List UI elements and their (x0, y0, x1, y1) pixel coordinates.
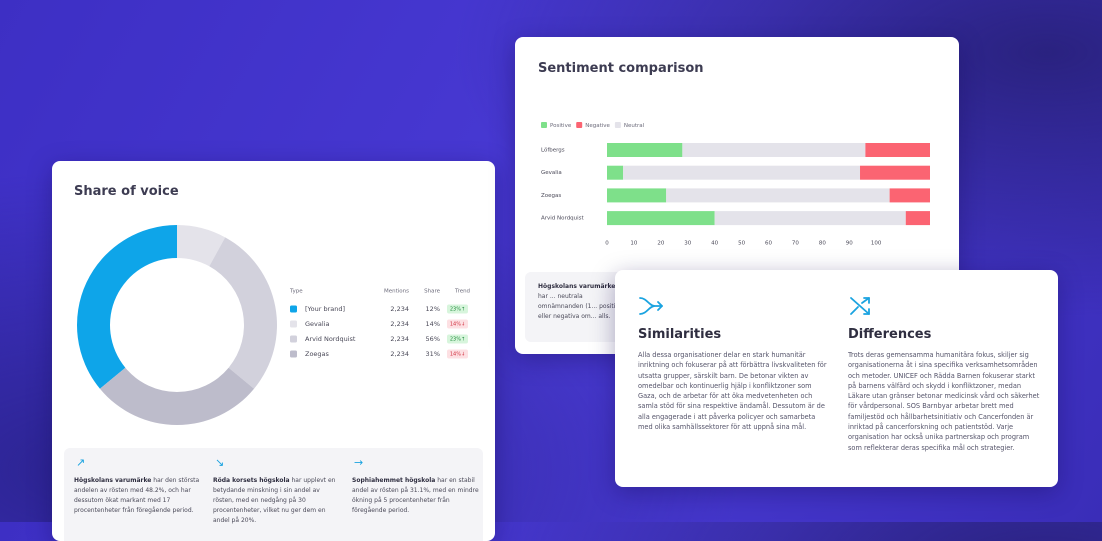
category-label: Gevalia (541, 170, 562, 176)
trend-label: 23%↑ (450, 337, 465, 343)
table-type: [Your brand] (305, 305, 345, 313)
table-header: Trend (454, 289, 470, 295)
bar-segment (607, 188, 667, 203)
bar-segment (889, 188, 930, 203)
insight-lead: Röda korsets högskola (213, 477, 290, 484)
legend-swatch (541, 122, 547, 128)
trend-label: 14%↓ (450, 322, 465, 328)
share-card: Type Mentions Share Trend [Your brand] 2,234 1… (52, 161, 495, 541)
bar-segment (865, 143, 930, 157)
insight: Sophiahemmet högskola har en stabil ande… (352, 476, 480, 516)
arrow-icon: ↘ (215, 456, 225, 469)
bar-segment (666, 188, 890, 203)
table-header: Share (424, 289, 440, 295)
legend-swatch (290, 335, 297, 343)
category-label: Löfbergs (541, 148, 565, 154)
x-tick-label: 40 (711, 241, 718, 247)
legend-label: Positive (550, 123, 572, 129)
share-chart: Type Mentions Share Trend [Your brand] 2,234 1… (77, 225, 470, 425)
bar-segment (860, 165, 930, 180)
category-label: Zoegas (541, 193, 561, 199)
sentiment-chart: Positive Negative Neutral Löfbergs Gevalia Zo… (541, 122, 930, 247)
x-tick-label: 100 (871, 241, 882, 247)
x-tick-label: 20 (657, 241, 664, 247)
table-cell: 12% (426, 305, 440, 313)
legend-swatch (290, 305, 297, 313)
x-tick-label: 70 (792, 241, 799, 247)
bar-segment (607, 211, 715, 226)
bar-segment (905, 211, 930, 226)
section-text: Alla dessa organisationer delar en stark… (638, 351, 827, 432)
trend-badge (447, 319, 468, 329)
x-tick-label: 90 (846, 241, 853, 247)
section-title: Differences (848, 327, 932, 342)
bar-segment (682, 143, 866, 157)
legend-swatch (576, 122, 583, 128)
legend-label: Negative (585, 123, 610, 129)
note-text: har ... neutrala omnämnanden (1... posit… (538, 293, 623, 320)
table-header: Type (289, 289, 303, 295)
card-title: Share of voice (74, 184, 179, 199)
arrow-icon: ↗ (76, 456, 86, 469)
donut-segment (77, 225, 177, 389)
table-type: Gevalia (305, 320, 329, 328)
trend-label: 14%↓ (450, 352, 465, 358)
table-cell: 2,234 (390, 305, 409, 313)
split-icon (850, 297, 870, 315)
table-cell: 31% (426, 350, 440, 358)
insight-lead: Sophiahemmet högskola (352, 477, 436, 484)
x-tick-label: 60 (765, 241, 772, 247)
trend-label: 23%↑ (450, 307, 465, 313)
legend-swatch (290, 350, 297, 358)
comparison-card: Similarities Alla dessa organisationer d… (615, 270, 1058, 487)
legend-label: Neutral (624, 123, 645, 129)
insight-text: har upplevt en betydande minskning i sin… (213, 477, 336, 524)
trend-badge (447, 349, 468, 359)
trend-badge (447, 334, 468, 344)
x-tick-label: 0 (605, 241, 609, 247)
x-tick-label: 50 (738, 241, 745, 247)
legend-swatch (614, 122, 621, 128)
category-label: Arvid Nordquist (541, 216, 585, 222)
section-text: Trots deras gemensamma humanitära fokus,… (848, 351, 1040, 452)
arrow-icon: → (354, 456, 364, 469)
insight-text: har en stabil andel av rösten på 31.1%, … (352, 477, 479, 514)
donut-segment (177, 225, 226, 267)
bar-segment (607, 143, 683, 157)
note: Högskolans varumärke har ... neutrala om… (538, 282, 624, 322)
bar-segment (714, 211, 906, 226)
insight: Röda korsets högskola har upplevt en bet… (213, 476, 341, 526)
bar-segment (623, 165, 861, 180)
card-title: Sentiment comparison (538, 61, 704, 76)
x-tick-label: 30 (684, 241, 691, 247)
table-cell: 2,234 (390, 335, 409, 343)
trend-badge (447, 304, 468, 314)
donut-segment (209, 237, 277, 389)
x-tick-label: 80 (819, 241, 826, 247)
section-title: Similarities (638, 327, 722, 342)
table-type: Zoegas (305, 350, 330, 358)
table-cell: 2,234 (390, 350, 409, 358)
insight-box: ↗ ↘ → Högskolans varumärke har den störs… (64, 448, 483, 541)
insight-lead: Högskolans varumärke (74, 477, 152, 484)
legend-swatch (290, 320, 297, 328)
icons (639, 297, 870, 315)
table-header: Mentions (384, 289, 409, 295)
table-cell: 2,234 (390, 320, 409, 328)
x-tick-label: 10 (630, 241, 637, 247)
table-cell: 14% (426, 320, 440, 328)
insight: Högskolans varumärke har den största and… (74, 476, 202, 516)
bar-segment (607, 165, 624, 180)
merge-icon (639, 297, 663, 315)
note-lead: Högskolans varumärke (538, 283, 616, 290)
table-type: Arvid Nordquist (305, 335, 356, 343)
donut-segment (99, 367, 255, 425)
insight-text: har den största andelen av rösten med 48… (74, 477, 200, 514)
table-cell: 56% (426, 335, 440, 343)
